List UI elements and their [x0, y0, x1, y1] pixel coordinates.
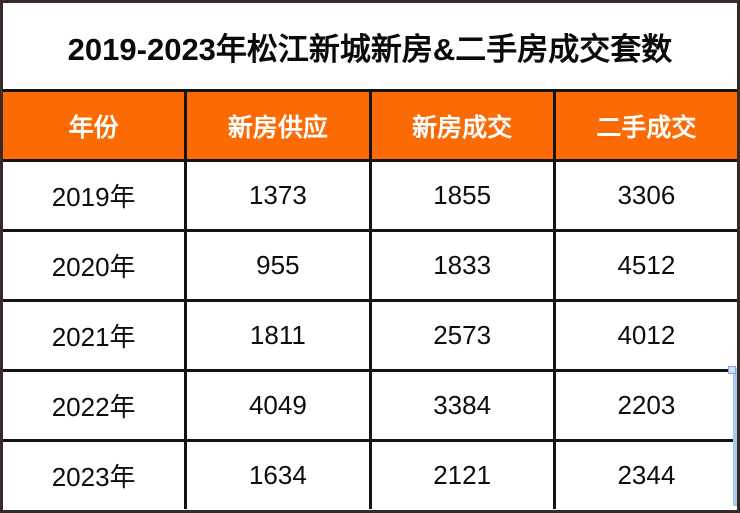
- column-header-new-supply: 新房供应: [187, 92, 369, 159]
- table-cell: 4012: [555, 302, 737, 369]
- table-cell: 3384: [371, 372, 553, 439]
- data-table: 年份 新房供应 新房成交 二手成交 2019年 1373 1855 3306 2020年…: [3, 89, 737, 509]
- table-cell: 1833: [371, 232, 553, 299]
- selection-artifact-line: [733, 368, 737, 506]
- row-year-cell: 2021年: [3, 302, 185, 369]
- row-year-cell: 2022年: [3, 372, 185, 439]
- table-cell: 1634: [187, 442, 369, 509]
- table-cell: 2344: [555, 442, 737, 509]
- page-title: 2019-2023年松江新城新房&二手房成交套数: [67, 31, 673, 67]
- table-cell: 2573: [371, 302, 553, 369]
- column-header-secondhand-deals: 二手成交: [555, 92, 737, 159]
- table-cell: 955: [187, 232, 369, 299]
- selection-artifact-handle: [728, 366, 736, 374]
- table-cell: 1855: [371, 162, 553, 229]
- table-cell: 3306: [555, 162, 737, 229]
- table-cell: 2121: [371, 442, 553, 509]
- row-year-cell: 2020年: [3, 232, 185, 299]
- row-year-cell: 2023年: [3, 442, 185, 509]
- title-bar: 2019-2023年松江新城新房&二手房成交套数: [3, 3, 737, 89]
- column-header-new-deals: 新房成交: [371, 92, 553, 159]
- table-cell: 2203: [555, 372, 737, 439]
- column-header-year: 年份: [3, 92, 185, 159]
- table-cell: 4049: [187, 372, 369, 439]
- table-cell: 4512: [555, 232, 737, 299]
- row-year-cell: 2019年: [3, 162, 185, 229]
- table-cell: 1811: [187, 302, 369, 369]
- table-cell: 1373: [187, 162, 369, 229]
